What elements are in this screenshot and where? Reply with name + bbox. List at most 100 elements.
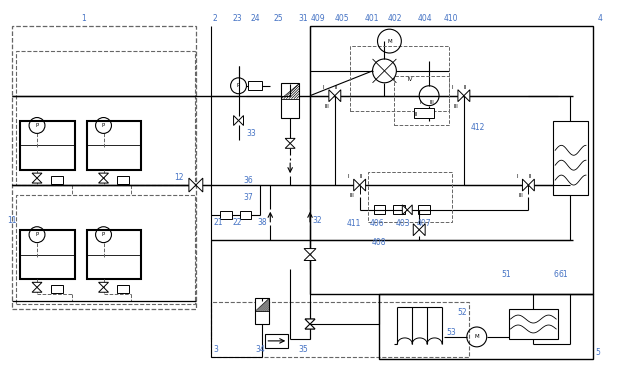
Text: III: III [454, 104, 459, 109]
Text: 53: 53 [446, 328, 456, 337]
Bar [310, 26, 593, 294]
Text: IV: IV [407, 77, 412, 82]
Bar [118, 176, 129, 184]
Polygon shape [98, 178, 108, 183]
Bar [16, 195, 195, 304]
Bar [368, 172, 452, 222]
Text: I: I [348, 174, 350, 179]
Text: 405: 405 [335, 14, 350, 23]
Bar [256, 298, 269, 324]
Text: P: P [102, 232, 105, 237]
Polygon shape [305, 319, 315, 324]
Text: 36: 36 [243, 176, 253, 185]
Text: 25: 25 [273, 14, 283, 23]
Bar [51, 285, 63, 293]
Polygon shape [305, 319, 315, 324]
Text: 1: 1 [81, 14, 86, 23]
Polygon shape [98, 287, 108, 292]
Bar [281, 83, 299, 117]
Bar [393, 205, 406, 214]
Polygon shape [329, 90, 335, 102]
Polygon shape [98, 282, 108, 287]
Text: 401: 401 [364, 14, 379, 23]
Polygon shape [238, 116, 243, 125]
Polygon shape [32, 282, 42, 287]
Text: 52: 52 [457, 308, 466, 317]
Text: I: I [452, 85, 453, 90]
Text: 408: 408 [371, 238, 386, 247]
Bar [118, 285, 129, 293]
Polygon shape [305, 324, 315, 329]
Polygon shape [360, 179, 366, 191]
Polygon shape [285, 143, 295, 148]
Polygon shape [419, 224, 425, 236]
Text: III: III [519, 193, 523, 198]
Polygon shape [32, 287, 42, 292]
Text: 406: 406 [369, 219, 384, 228]
Polygon shape [407, 205, 412, 215]
Text: 37: 37 [243, 193, 253, 202]
Polygon shape [32, 173, 42, 178]
Bar [414, 108, 434, 117]
Bar [51, 176, 63, 184]
Bar [350, 46, 449, 111]
Text: 12: 12 [174, 173, 183, 182]
Polygon shape [196, 178, 203, 192]
Text: I: I [419, 100, 421, 104]
Polygon shape [285, 138, 295, 143]
Text: 21: 21 [214, 218, 223, 227]
Bar [86, 120, 141, 170]
Text: 2: 2 [213, 14, 218, 23]
Polygon shape [234, 116, 238, 125]
Text: P: P [35, 232, 39, 237]
Bar [86, 230, 141, 279]
Text: 11: 11 [7, 216, 17, 225]
Bar [20, 120, 75, 170]
Text: 410: 410 [444, 14, 458, 23]
Text: 61: 61 [558, 270, 568, 279]
Text: I: I [516, 174, 518, 179]
Text: 35: 35 [298, 345, 308, 354]
Text: 4: 4 [598, 14, 603, 23]
Bar [20, 230, 75, 279]
Text: 51: 51 [501, 270, 511, 279]
Polygon shape [402, 205, 407, 215]
Bar [509, 309, 558, 339]
Text: 402: 402 [388, 14, 402, 23]
Text: III: III [429, 100, 434, 104]
Polygon shape [189, 178, 196, 192]
Text: 409: 409 [311, 14, 326, 23]
Bar [266, 334, 288, 348]
Text: III: III [325, 104, 330, 109]
Text: P: P [237, 83, 240, 88]
Text: 33: 33 [246, 129, 256, 138]
Text: II: II [464, 85, 467, 90]
Text: 24: 24 [251, 14, 260, 23]
Text: P: P [35, 123, 39, 128]
Text: II: II [529, 174, 532, 179]
Bar [418, 205, 430, 214]
Bar [211, 302, 469, 357]
Polygon shape [98, 173, 108, 178]
Polygon shape [354, 179, 360, 191]
Polygon shape [304, 249, 316, 255]
Polygon shape [32, 178, 42, 183]
Polygon shape [335, 90, 341, 102]
Text: M: M [475, 334, 479, 339]
Bar [12, 26, 196, 309]
Polygon shape [464, 90, 470, 102]
Text: 411: 411 [346, 219, 361, 228]
Text: 22: 22 [233, 218, 242, 227]
Polygon shape [529, 179, 534, 191]
Bar [553, 120, 588, 195]
Text: 6: 6 [553, 270, 558, 279]
Text: 5: 5 [595, 348, 600, 357]
Text: P: P [102, 123, 105, 128]
Polygon shape [304, 255, 316, 260]
Text: 31: 31 [298, 14, 308, 23]
Polygon shape [458, 90, 464, 102]
Text: 23: 23 [233, 14, 242, 23]
Text: II: II [360, 174, 363, 179]
Polygon shape [305, 324, 315, 329]
Text: 403: 403 [396, 219, 410, 228]
